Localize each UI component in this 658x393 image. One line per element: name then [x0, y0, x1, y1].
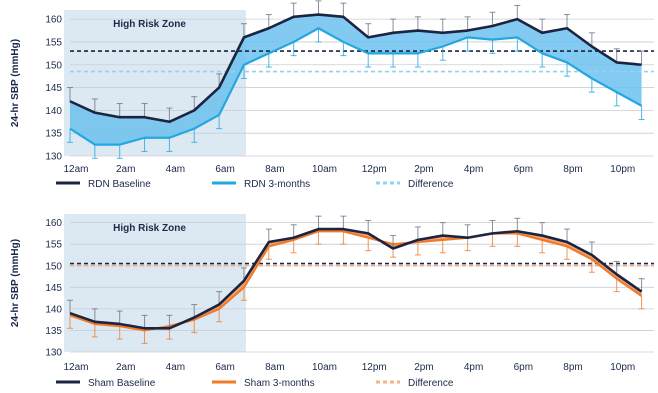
panel2-zone-label: High Risk Zone [113, 223, 186, 234]
panel1-y-tick-label: 130 [45, 152, 62, 163]
panel2-x-tick-label: 8am [265, 362, 284, 373]
panel2-x-tick-label: 2am [116, 362, 135, 373]
panel1-x-tick-label: 12am [63, 164, 88, 175]
panel1-x-tick-label: 10pm [610, 164, 635, 175]
panel1-y-tick-label: 150 [45, 60, 62, 71]
panel2-x-tick-label: 4am [166, 362, 185, 373]
panel1-x-tick-label: 2pm [414, 164, 433, 175]
panel1-y-tick-label: 140 [45, 106, 62, 117]
panel2-x-tick-label: 10am [312, 362, 337, 373]
panel1-y-tick-label: 135 [45, 129, 62, 140]
panel1-x-tick-label: 6am [215, 164, 234, 175]
panel1-x-tick-label: 10am [312, 164, 337, 175]
panel2-y-tick-label: 150 [45, 261, 62, 272]
panel1-legend-label-3: Difference [408, 179, 454, 190]
panel1-x-tick-label: 4pm [464, 164, 483, 175]
panel1-legend-label-2: RDN 3-months [244, 179, 310, 190]
panel2-x-tick-label: 10pm [610, 362, 635, 373]
chart-panel-1: High Risk Zone 130 135 140 145 150 155 160 24-hr… [10, 0, 654, 190]
panel2-x-tick-label: 6am [215, 362, 234, 373]
panel2-x-tick-label: 2pm [414, 362, 433, 373]
panel1-y-axis-label: 24-hr SBP (mmHg) [10, 39, 21, 127]
chart-panel-2: High Risk Zone 130 135 140 145 150 155 160 24-hr… [10, 214, 654, 389]
panel2-y-tick-label: 145 [45, 283, 62, 294]
panel2-legend-label-3: Difference [408, 378, 454, 389]
panel2-y-axis-label: 24-hr SBP (mmHg) [10, 239, 21, 327]
panel2-legend-label-2: Sham 3-months [244, 378, 315, 389]
panel2-x-tick-label: 8pm [563, 362, 582, 373]
panel2-series-baseline-line [69, 227, 643, 330]
panel2-y-tick-label: 160 [45, 218, 62, 229]
panel1-x-tick-label: 12pm [362, 164, 387, 175]
panel1-zone-label: High Risk Zone [113, 19, 186, 30]
panel2-y-tick-label: 140 [45, 304, 62, 315]
panel1-y-tick-label: 160 [45, 15, 62, 26]
panel2-x-tick-label: 12am [63, 362, 88, 373]
panel1-y-tick-label: 145 [45, 83, 62, 94]
panel2-y-tick-label: 135 [45, 326, 62, 337]
panel1-series-baseline-line [69, 13, 642, 124]
panel1-y-tick-label: 155 [45, 37, 62, 48]
panel2-x-tick-label: 4pm [464, 362, 483, 373]
panel2-y-tick-label: 155 [45, 240, 62, 251]
panel1-x-tick-label: 6pm [514, 164, 533, 175]
panel1-difference-band [70, 14, 642, 145]
panel1-x-tick-label: 8pm [563, 164, 582, 175]
panel2-x-tick-label: 12pm [362, 362, 387, 373]
panel1-series-followup-line [69, 27, 643, 146]
panel1-x-tick-label: 8am [265, 164, 284, 175]
panel2-legend-label-1: Sham Baseline [88, 378, 156, 389]
panel2-series-followup-line [69, 230, 643, 332]
panel2-x-tick-label: 6pm [514, 362, 533, 373]
panel1-x-tick-label: 4am [166, 164, 185, 175]
panel1-x-tick-label: 2am [116, 164, 135, 175]
panel1-legend-label-1: RDN Baseline [88, 179, 151, 190]
panel2-y-tick-label: 130 [45, 348, 62, 359]
panel2-high-risk-zone [64, 214, 246, 352]
